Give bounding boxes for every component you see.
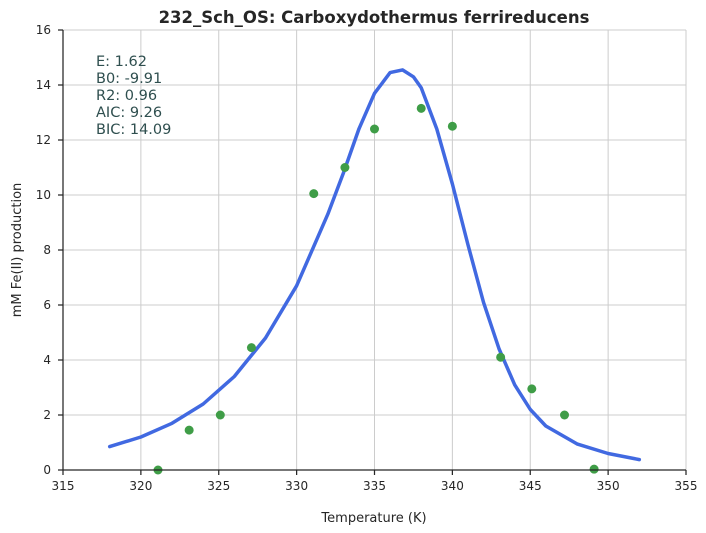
fit-stat-label: B0: (96, 71, 125, 87)
data-point (215, 410, 225, 420)
x-tick-label: 345 (519, 479, 542, 493)
data-point (309, 189, 319, 199)
fit-stat-line: BIC: 14.09 (96, 122, 171, 138)
fit-stat-line: B0: -9.91 (96, 71, 162, 87)
fit-curve-group (107, 68, 642, 462)
x-tick-label: 330 (285, 479, 308, 493)
fit-stat-value: 9.26 (130, 105, 162, 121)
x-tick-label: 320 (129, 479, 152, 493)
y-tick-label: 0 (43, 463, 51, 477)
data-point (370, 124, 379, 134)
fit-stat-line: E: 1.62 (96, 54, 147, 70)
x-tick-label: 315 (52, 479, 75, 493)
x-tick-label: 350 (597, 479, 620, 493)
y-tick-labels: 0 2 4 6 8 10 12 14 16 (36, 23, 51, 477)
y-axis-label: mM Fe(II) production (10, 183, 25, 318)
y-tick-label: 16 (36, 23, 51, 37)
fit-stat-value: 0.96 (125, 88, 157, 104)
fit-stat-label: AIC: (96, 105, 130, 121)
grid (62, 29, 687, 471)
data-points-group (153, 103, 599, 475)
fit-stat-line: R2: 0.96 (96, 88, 157, 104)
fit-stat-label: R2: (96, 88, 125, 104)
fit-stat-value: 1.62 (115, 54, 147, 70)
data-point (496, 352, 506, 362)
fit-curve (107, 68, 642, 462)
x-tick-label: 355 (675, 479, 698, 493)
x-tick-label: 335 (363, 479, 386, 493)
chart-title: 232_Sch_OS: Carboxydothermus ferrireduce… (159, 8, 590, 27)
data-point (416, 103, 426, 113)
y-tick-label: 4 (43, 353, 51, 367)
x-tick-label: 340 (441, 479, 464, 493)
y-tick-label: 12 (36, 133, 51, 147)
y-tick-label: 8 (43, 243, 51, 257)
data-point (340, 163, 350, 172)
data-point (589, 464, 599, 474)
y-tick-label: 6 (43, 298, 51, 312)
data-point (527, 384, 537, 394)
axes (58, 29, 687, 475)
data-point (560, 410, 570, 420)
fit-stat-line: AIC: 9.26 (96, 105, 162, 121)
x-tick-label: 325 (207, 479, 230, 493)
y-tick-label: 10 (36, 188, 51, 202)
data-point (447, 121, 457, 131)
data-point (184, 425, 194, 435)
fit-stat-value: 14.09 (130, 122, 172, 138)
y-tick-label: 14 (36, 78, 51, 92)
x-tick-labels: 315 320 325 330 335 340 345 350 355 (52, 479, 698, 493)
fit-stat-value: -9.91 (125, 71, 163, 87)
fit-stat-label: E: (96, 54, 115, 70)
data-point (246, 343, 256, 353)
fit-stat-label: BIC: (96, 122, 130, 138)
y-tick-label: 2 (43, 408, 51, 422)
x-axis-label: Temperature (K) (320, 511, 426, 526)
